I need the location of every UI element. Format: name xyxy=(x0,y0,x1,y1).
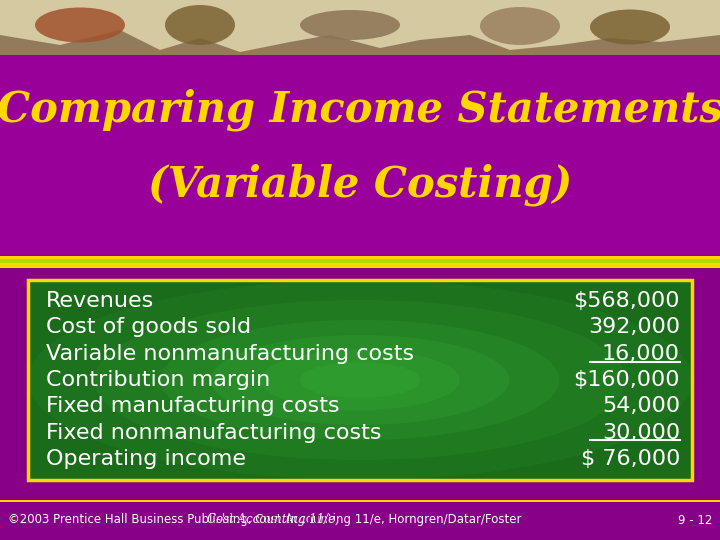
Text: 392,000: 392,000 xyxy=(588,318,680,338)
Polygon shape xyxy=(0,30,720,55)
Text: Cost of goods sold: Cost of goods sold xyxy=(46,318,251,338)
Bar xyxy=(0,0,720,55)
Bar xyxy=(0,263,720,268)
Text: (Variable Costing): (Variable Costing) xyxy=(148,164,572,206)
Ellipse shape xyxy=(161,320,559,440)
Ellipse shape xyxy=(94,300,626,460)
Ellipse shape xyxy=(28,280,692,480)
Text: 9 - 12: 9 - 12 xyxy=(678,514,712,526)
Text: Fixed nonmanufacturing costs: Fixed nonmanufacturing costs xyxy=(46,423,382,443)
Bar xyxy=(28,280,692,480)
Text: Revenues: Revenues xyxy=(46,291,154,311)
Text: Operating income: Operating income xyxy=(46,449,246,469)
Bar xyxy=(0,256,720,259)
Ellipse shape xyxy=(261,350,459,410)
Text: Fixed manufacturing costs: Fixed manufacturing costs xyxy=(46,396,340,416)
Ellipse shape xyxy=(35,8,125,43)
Ellipse shape xyxy=(210,335,510,425)
Text: 54,000: 54,000 xyxy=(602,396,680,416)
Text: 16,000: 16,000 xyxy=(602,344,680,364)
Text: ©2003 Prentice Hall Business Publishing, Cost Accounting 11/e, Horngren/Datar/Fo: ©2003 Prentice Hall Business Publishing,… xyxy=(8,514,521,526)
Ellipse shape xyxy=(480,7,560,45)
Ellipse shape xyxy=(300,10,400,40)
Bar xyxy=(0,500,720,502)
Text: $160,000: $160,000 xyxy=(574,370,680,390)
Ellipse shape xyxy=(590,10,670,44)
Text: $ 76,000: $ 76,000 xyxy=(580,449,680,469)
Text: Cost Accounting 11/e,: Cost Accounting 11/e, xyxy=(207,514,336,526)
Bar xyxy=(0,259,720,263)
Bar xyxy=(0,280,720,525)
Text: Variable nonmanufacturing costs: Variable nonmanufacturing costs xyxy=(46,344,414,364)
Text: Cost Accounting 11/e,: Cost Accounting 11/e, xyxy=(207,514,338,526)
Text: 30,000: 30,000 xyxy=(602,423,680,443)
Text: Contribution margin: Contribution margin xyxy=(46,370,270,390)
Ellipse shape xyxy=(300,362,420,398)
Ellipse shape xyxy=(165,5,235,45)
Bar xyxy=(28,280,692,480)
Text: $568,000: $568,000 xyxy=(574,291,680,311)
Text: Comparing Income Statements: Comparing Income Statements xyxy=(0,89,720,131)
Bar xyxy=(0,500,720,540)
Bar xyxy=(0,55,720,255)
